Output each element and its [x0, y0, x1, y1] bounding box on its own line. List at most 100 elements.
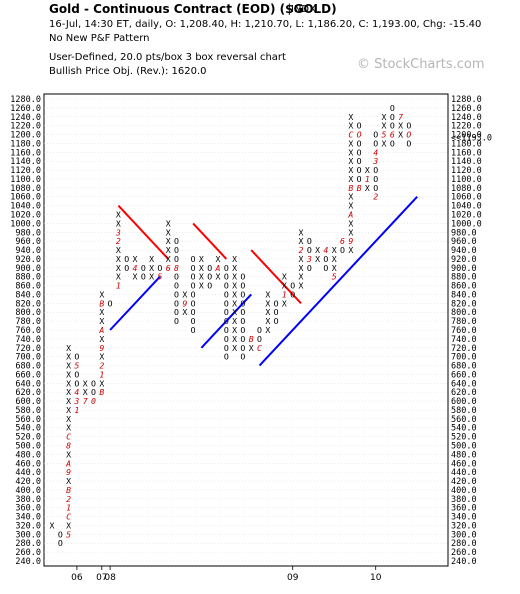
month-marker: 9	[66, 467, 71, 477]
pf-o-box: O	[406, 121, 411, 131]
y-tick-label-right: 1120.0	[451, 166, 482, 176]
y-tick-label: 760.0	[15, 326, 41, 336]
pf-o-box: O	[191, 307, 196, 317]
pf-x-box: X	[149, 254, 154, 264]
y-tick-label-right: 440.0	[451, 468, 477, 478]
y-tick-label-right: 1220.0	[451, 122, 482, 132]
pf-x-box: X	[199, 263, 204, 273]
month-marker: B	[99, 387, 104, 397]
pf-columns: XOO 5XC12BX9AX8CXXXXXXXXXX134OO5O7XX0OOBX…	[50, 103, 412, 548]
pf-o-box: O	[174, 254, 179, 264]
x-tick-label: 09	[287, 573, 299, 583]
y-tick-label: 880.0	[15, 273, 41, 283]
y-tick-label: 1260.0	[10, 104, 41, 114]
y-tick-label: 920.0	[15, 255, 41, 265]
pf-x-box: X	[149, 272, 154, 282]
y-tick-label: 420.0	[15, 477, 41, 487]
pf-x-box: X	[348, 218, 353, 228]
pf-x-box: X	[66, 520, 71, 530]
pf-x-box: X	[166, 254, 171, 264]
pf-o-box: O	[74, 369, 79, 379]
month-marker: 4	[373, 147, 378, 157]
y-tick-label-right: 1060.0	[451, 193, 482, 203]
pf-x-box: X	[216, 254, 221, 264]
pf-x-box: X	[299, 254, 304, 264]
y-tick-label: 1240.0	[10, 113, 41, 123]
month-marker: 7	[83, 396, 88, 406]
pf-o-box: O	[74, 352, 79, 362]
pf-o-box: O	[224, 334, 229, 344]
month-marker: C	[66, 512, 71, 522]
pf-o-box: O	[224, 272, 229, 282]
pf-o-box: O	[224, 289, 229, 299]
pf-column: X9X	[182, 289, 187, 317]
pf-x-box: X	[265, 289, 270, 299]
pf-o-box: O	[373, 130, 378, 140]
pf-x-box: X	[99, 352, 104, 362]
month-marker: 5	[66, 529, 71, 539]
pf-x-box: X	[116, 218, 121, 228]
y-tick-label-right: 600.0	[451, 397, 477, 407]
pf-x-box: X	[398, 130, 403, 140]
y-tick-label: 300.0	[15, 530, 41, 540]
y-tick-label: 1280.0	[10, 95, 41, 105]
y-tick-label: 280.0	[15, 539, 41, 549]
pf-x-box: X	[398, 121, 403, 131]
y-tick-label-right: 1180.0	[451, 139, 482, 149]
y-tick-label: 600.0	[15, 397, 41, 407]
month-marker: 3	[372, 156, 378, 166]
month-marker: 8	[174, 263, 179, 273]
trendlines	[109, 196, 418, 367]
bearish-trendline	[192, 222, 228, 260]
pf-o-box: O	[357, 165, 362, 175]
pf-x-box: X	[265, 298, 270, 308]
pf-x-box: X	[382, 138, 387, 148]
month-marker: 1	[99, 369, 104, 379]
pf-o-box: O	[307, 236, 312, 246]
x-tick-label: 06	[71, 573, 83, 583]
y-tick-label-right: 280.0	[451, 539, 477, 549]
bearish-trendline	[117, 204, 169, 260]
month-marker: 8	[66, 441, 71, 451]
y-tick-label-right: 700.0	[451, 353, 477, 363]
y-tick-label-right: 340.0	[451, 513, 477, 523]
pf-x-box: X	[232, 307, 237, 317]
pf-x-box: X	[348, 156, 353, 166]
pf-x-box: X	[348, 227, 353, 237]
pf-column: O6	[340, 236, 345, 255]
bullish-trendline	[109, 276, 161, 331]
y-tick-label-right: 1240.0	[451, 113, 482, 123]
pf-o-box: O	[240, 334, 245, 344]
month-marker: B	[357, 183, 362, 193]
pf-x-box: X	[282, 298, 287, 308]
month-marker: 9	[348, 236, 353, 246]
pf-x-box: X	[299, 281, 304, 291]
pf-o-box: O	[274, 298, 279, 308]
y-tick-label-right: 940.0	[451, 246, 477, 256]
y-tick-label-right: 460.0	[451, 459, 477, 469]
pf-x-box: X	[166, 218, 171, 228]
pf-x-box: X	[282, 281, 287, 291]
y-tick-label: 940.0	[15, 246, 41, 256]
y-tick-label-right: 1000.0	[451, 219, 482, 229]
pf-x-box: X	[166, 236, 171, 246]
pf-o-box: O	[191, 325, 196, 335]
pf-x-box: X	[199, 272, 204, 282]
pf-o-box: O	[240, 298, 245, 308]
pf-o-box: O	[390, 103, 395, 113]
x-tick-label: 07	[96, 573, 107, 583]
pf-o-box: O	[224, 298, 229, 308]
month-marker: 9	[182, 298, 187, 308]
pf-x-box: X	[299, 272, 304, 282]
pf-o-box: O	[307, 263, 312, 273]
pf-x-box: X	[182, 307, 187, 317]
y-tick-label: 380.0	[15, 495, 41, 505]
pf-x-box: X	[116, 263, 121, 273]
month-marker: 1	[66, 503, 71, 513]
